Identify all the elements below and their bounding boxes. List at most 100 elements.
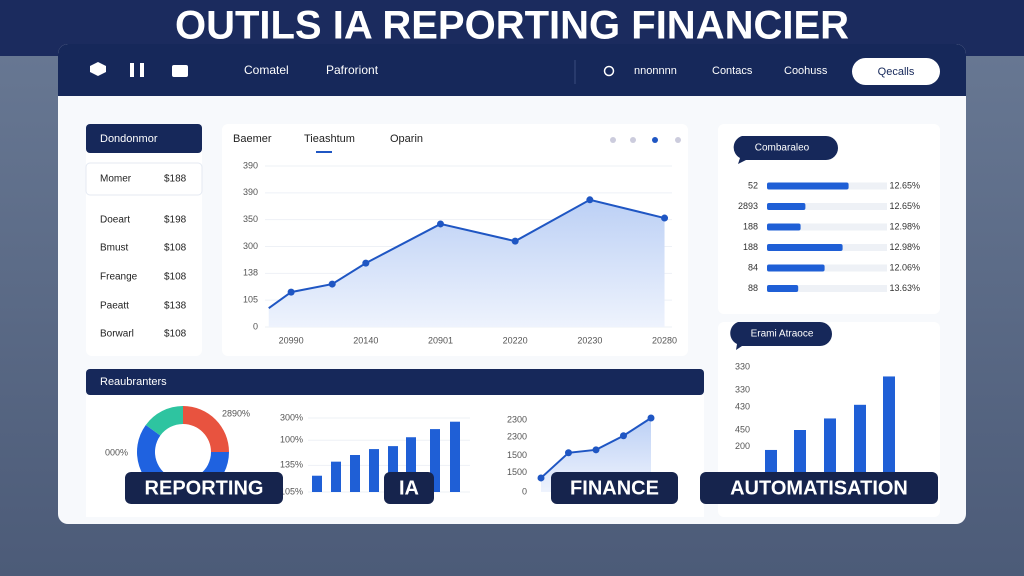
donut-label: 000% (105, 447, 128, 457)
badge (384, 472, 434, 504)
line-point (436, 220, 444, 228)
y-tick-label: 350 (243, 214, 258, 224)
bar (369, 449, 379, 492)
line-point (362, 259, 370, 267)
nav-link[interactable]: Contacs (712, 65, 753, 77)
row-label: 84 (748, 262, 758, 272)
nav-icons (90, 62, 188, 77)
nav-item[interactable]: Comatel (244, 63, 289, 77)
bar (767, 285, 799, 292)
bar (767, 244, 843, 251)
y-tick-label: 105 (243, 295, 258, 305)
bar (350, 455, 360, 492)
y-tick-label: 0 (522, 486, 527, 496)
dot-control[interactable] (652, 137, 658, 143)
search-text[interactable]: nnonnnn (634, 65, 677, 77)
badge (700, 472, 938, 504)
sidebar-value: $108 (164, 329, 187, 340)
line-point (565, 449, 572, 457)
sidebar-value: $138 (164, 301, 187, 312)
icon (140, 63, 144, 77)
y-tick-label: 390 (243, 160, 258, 170)
sidebar-selected-row[interactable] (85, 162, 203, 196)
donut-label: 2890% (222, 408, 250, 418)
badge (551, 472, 678, 504)
x-tick-label: 20230 (577, 335, 602, 345)
bar (767, 182, 849, 190)
bar-track (767, 223, 887, 231)
y-tick-label: 200 (735, 441, 750, 451)
sidebar-label: Bmust (100, 243, 129, 254)
bar (430, 429, 440, 492)
bar-track (767, 285, 887, 292)
dot-control[interactable] (630, 137, 636, 143)
comparison-bars: 52 12.65% 2893 12.65% 188 12.98% 188 12.98% 84 12… (738, 180, 920, 293)
y-tick-label: 100% (280, 435, 303, 445)
bar-track (767, 203, 887, 210)
right-bar-chart: 330 330 430 450 200 (735, 361, 895, 472)
y-tick-label: 135% (280, 460, 303, 470)
bar-track (767, 264, 887, 272)
section-title: Reaubranters (100, 376, 167, 388)
nav-button[interactable] (852, 58, 940, 85)
bar (388, 446, 398, 492)
logo-icon (90, 62, 106, 76)
y-tick-label: 300% (280, 412, 303, 422)
row-percentage: 12.65% (889, 201, 920, 211)
row-percentage: 12.06% (889, 262, 920, 272)
y-tick-label: 330 (735, 361, 750, 371)
sidebar-header (86, 124, 202, 153)
bar (767, 223, 801, 231)
donut-slice (145, 406, 183, 436)
row-label: 52 (748, 180, 758, 190)
chart-tab[interactable]: Oparin (390, 133, 423, 145)
y-tick-label: 138 (243, 268, 258, 278)
small-bar-chart: 300% 100% 135% 105% (280, 412, 470, 496)
sidebar-value: $188 (164, 174, 187, 185)
bar (406, 437, 416, 492)
page-title: OUTILS IA REPORTING FINANCIER (175, 4, 849, 48)
sidebar-panel (86, 124, 202, 356)
nav-bar (58, 44, 966, 96)
sidebar-label: Borwarl (100, 329, 134, 340)
search-icon (603, 65, 615, 77)
line-area (268, 199, 665, 327)
x-tick-label: 20280 (652, 335, 677, 345)
line-point (620, 432, 627, 440)
nav-item[interactable]: Pafroriont (326, 63, 379, 77)
bar (767, 264, 825, 272)
chart-tab[interactable]: Baemer (233, 133, 272, 145)
y-tick-label: 390 (243, 187, 258, 197)
row-percentage: 12.98% (889, 242, 920, 252)
y-tick-label: 0 (253, 321, 258, 331)
line-point (647, 414, 655, 422)
sidebar-value: $108 (164, 243, 187, 254)
donut-slice (183, 406, 229, 452)
line (268, 198, 665, 310)
line-point (511, 237, 519, 245)
badge (125, 472, 283, 504)
sidebar-rows: Momer $188 Doeart $198 Bmust $108 Freange $108 P… (100, 174, 187, 340)
right-chart-title: Erami Atraoce (751, 329, 814, 340)
nav-link[interactable]: Coohuss (784, 65, 828, 77)
sidebar-label: Paeatt (100, 301, 129, 312)
y-tick-label: 330 (735, 384, 750, 394)
sidebar-value: $198 (164, 215, 187, 226)
dot-control[interactable] (610, 137, 616, 143)
main-chart: 0 105 138 300 350 390 390 20990 20140 20901 20220 2… (243, 160, 677, 345)
badge-label: REPORTING (145, 477, 264, 499)
row-label: 2893 (738, 201, 758, 211)
y-tick-label: 430 (735, 401, 750, 411)
sidebar-label: Doeart (100, 215, 130, 226)
y-tick-label: 450 (735, 424, 750, 434)
nav-button-label[interactable]: Qecalls (878, 66, 915, 78)
sidebar-title: Dondonmor (100, 133, 158, 145)
dot-control[interactable] (675, 137, 681, 143)
y-tick-label: 2300 (507, 432, 527, 442)
row-percentage: 13.63% (889, 283, 920, 293)
line-point (537, 474, 545, 482)
row-label: 88 (748, 283, 758, 293)
icon (130, 63, 134, 77)
chart-tab[interactable]: Tieashtum (304, 133, 355, 145)
